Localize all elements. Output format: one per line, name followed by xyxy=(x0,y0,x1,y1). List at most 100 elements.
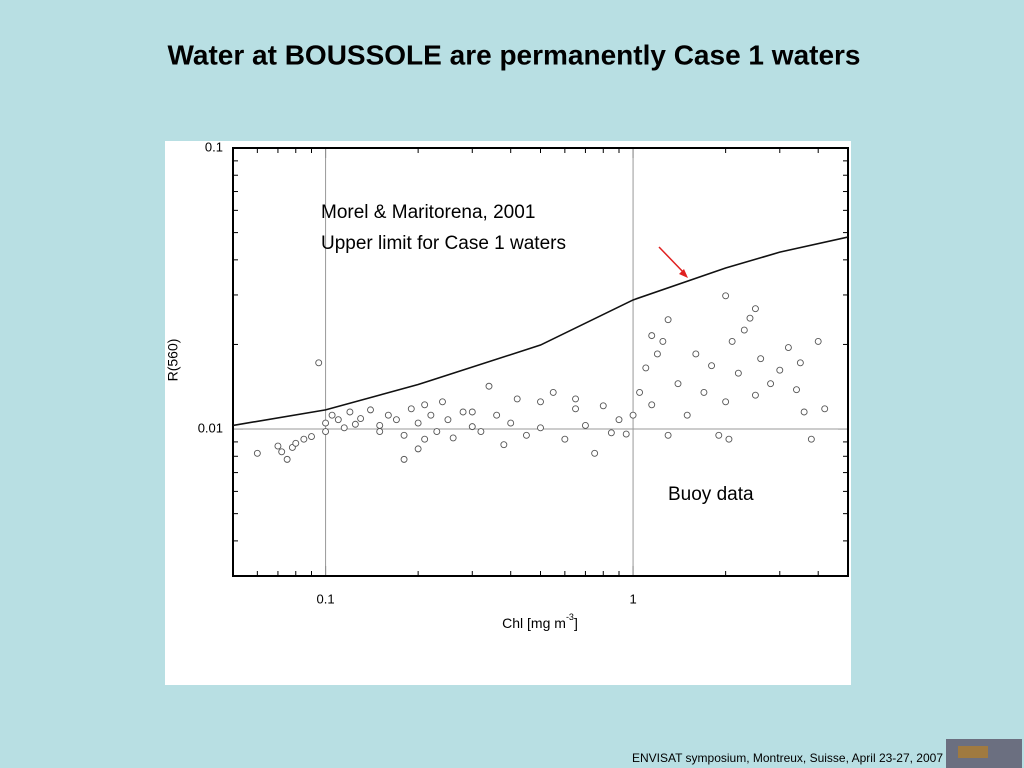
scatter-point xyxy=(683,411,691,419)
y-axis-label: R(560) xyxy=(165,339,181,382)
scatter-point xyxy=(642,364,650,372)
plot: 0.1 0.01 0.1 1 R(560) Chl [mg m-3] Morel & Mar… xyxy=(165,139,849,631)
scatter-point xyxy=(500,441,508,449)
scatter-point xyxy=(392,416,400,424)
scatter-point xyxy=(796,359,804,367)
scatter-point xyxy=(653,350,661,358)
scatter-point xyxy=(340,424,348,432)
scatter-point xyxy=(664,431,672,439)
scatter-point xyxy=(449,434,457,442)
annotation: Upper limit for Case 1 waters xyxy=(321,233,566,254)
scatter-point xyxy=(444,416,452,424)
scatter-point xyxy=(253,449,261,457)
scatter-point xyxy=(615,416,623,424)
scatter-point xyxy=(821,405,829,413)
y-tick-label: 0.01 xyxy=(198,420,223,435)
scatter-point xyxy=(507,419,515,427)
scatter-point xyxy=(599,402,607,410)
scatter-point xyxy=(814,337,822,345)
scatter-point xyxy=(421,435,429,443)
scatter-point xyxy=(807,435,815,443)
scatter-point xyxy=(427,411,435,419)
scatter-point xyxy=(751,305,759,313)
scatter-point xyxy=(400,431,408,439)
scatter-point xyxy=(346,408,354,416)
scatter-point xyxy=(708,362,716,370)
annotation: Morel & Maritorena, 2001 xyxy=(321,202,535,223)
scatter-point xyxy=(400,455,408,463)
scatter-point xyxy=(351,420,359,428)
scatter-point xyxy=(648,332,656,340)
x-axis-label-part: -3 xyxy=(566,612,574,622)
scatter-point xyxy=(376,421,384,429)
scatter-point xyxy=(274,442,282,450)
scatter-point xyxy=(322,419,330,427)
scatter-point xyxy=(421,401,429,409)
scatter-point xyxy=(591,449,599,457)
scatter-point xyxy=(636,388,644,396)
scatter-point xyxy=(414,419,422,427)
y-tick-label: 0.1 xyxy=(205,139,223,154)
scatter-point xyxy=(292,439,300,447)
annotation-arrowhead xyxy=(679,269,688,278)
scatter-point xyxy=(477,428,485,435)
annotation: Buoy data xyxy=(668,484,754,505)
scatter-point xyxy=(384,411,392,419)
scatter-point xyxy=(725,435,733,443)
scatter-point xyxy=(674,380,682,388)
plot-frame xyxy=(232,147,849,577)
scatter-point xyxy=(572,405,579,413)
scatter-point xyxy=(572,395,579,403)
scatter-point xyxy=(629,411,637,419)
scatter-point xyxy=(740,326,748,334)
scatter-point xyxy=(746,314,754,322)
scatter-point xyxy=(700,388,708,396)
scatter-point xyxy=(767,380,775,388)
scatter-point xyxy=(537,424,544,432)
scatter-point xyxy=(664,316,672,324)
scatter-point xyxy=(513,395,521,403)
chart-panel xyxy=(165,141,851,685)
x-tick-label: 1 xyxy=(629,591,636,606)
scatter-point xyxy=(376,428,384,435)
scatter-point xyxy=(549,388,557,396)
annotation-arrow xyxy=(658,246,687,276)
logo-detail xyxy=(958,746,988,758)
scatter-point xyxy=(692,350,700,358)
scatter-point xyxy=(757,355,765,363)
scatter-point xyxy=(367,406,374,414)
scatter-point xyxy=(722,398,730,406)
scatter-point xyxy=(308,433,315,441)
scatter-point xyxy=(800,408,808,416)
scatter-point xyxy=(328,411,336,419)
scatter-point xyxy=(315,359,323,367)
scatter-point xyxy=(468,423,476,431)
scatter-point xyxy=(648,401,656,409)
scatter-point xyxy=(793,386,800,394)
scatter-point xyxy=(522,431,530,439)
scatter-point xyxy=(407,405,415,413)
scatter-point xyxy=(334,416,342,424)
scatter-point xyxy=(581,421,589,429)
scatter-point xyxy=(278,448,286,456)
scatter-point xyxy=(485,382,493,390)
x-axis-label: Chl [mg m-3] xyxy=(502,612,578,630)
scatter-point xyxy=(728,337,736,345)
scatter-point xyxy=(300,435,308,443)
scatter-point xyxy=(751,391,759,399)
scatter-point xyxy=(607,429,615,437)
slide-title: Water at BOUSSOLE are permanently Case 1… xyxy=(168,39,861,70)
scatter-point xyxy=(322,428,330,435)
x-axis-label-part: ] xyxy=(574,615,578,631)
scatter-point xyxy=(357,415,365,422)
scatter-point xyxy=(439,398,446,406)
footer: ENVISAT symposium, Montreux, Suisse, Apr… xyxy=(632,751,943,765)
scatter-point xyxy=(784,344,792,351)
scatter-point xyxy=(722,292,730,300)
scatter-point xyxy=(561,435,569,443)
x-axis-label-part: Chl [mg m xyxy=(502,615,566,631)
scatter-point xyxy=(468,408,476,416)
x-tick-label: 0.1 xyxy=(317,591,335,606)
scatter-point xyxy=(715,431,723,439)
